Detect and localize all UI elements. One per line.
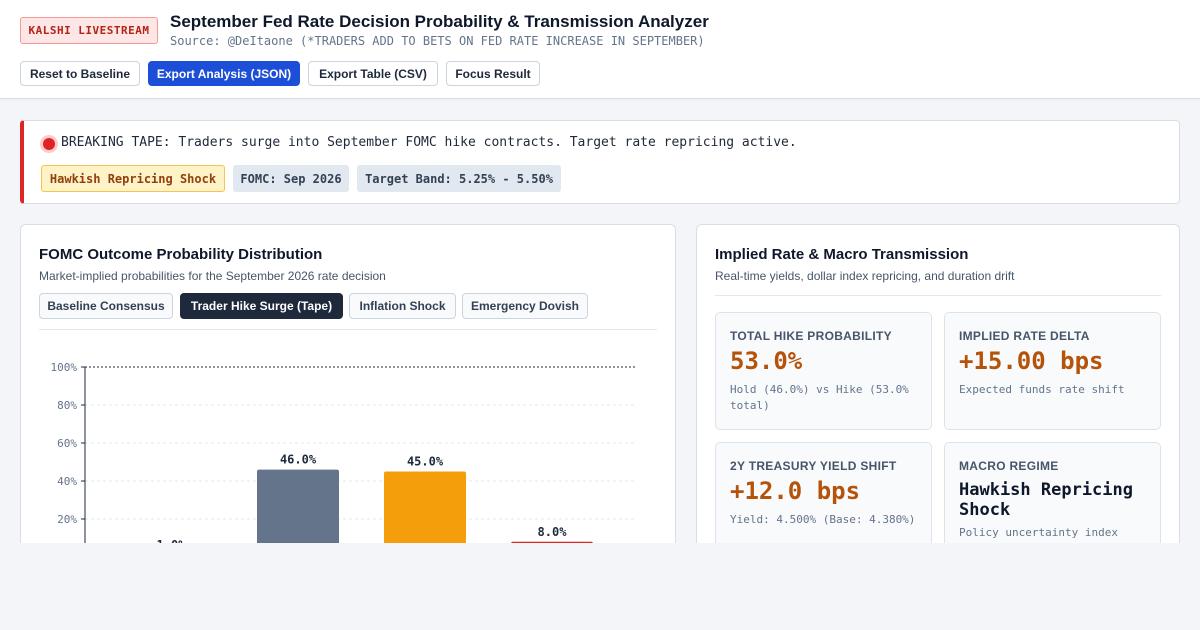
rate-delta-metric: IMPLIED RATE DELTA +15.00 bps Expected f… — [944, 312, 1161, 430]
scenario-tab-inflation-shock[interactable]: Inflation Shock — [349, 293, 456, 319]
transmission-title: Implied Rate & Macro Transmission — [715, 246, 969, 263]
tape-headline: BREAKING TAPE: Traders surge into Septem… — [61, 135, 797, 150]
divider — [39, 329, 657, 330]
metric-label: TOTAL HIKE PROBABILITY — [730, 329, 892, 343]
probability-bar-chart: 20%40%60%80%100%1.0%46.0%45.0%8.0% — [51, 361, 637, 553]
bar — [257, 469, 339, 553]
metric-value: +15.00 bps — [959, 347, 1104, 375]
metric-note: Policy uncertainty index — [959, 526, 1118, 539]
scenario-tab-baseline[interactable]: Baseline Consensus — [39, 293, 173, 319]
scenario-tab-hike-surge[interactable]: Trader Hike Surge (Tape) — [180, 293, 343, 319]
metric-note: Hold (46.0%) vs Hike (53.0% total) — [730, 383, 909, 412]
macro-transmission-card: Implied Rate & Macro Transmission Real-t… — [696, 224, 1180, 554]
bar-value-label: 45.0% — [407, 455, 444, 469]
divider — [715, 295, 1161, 296]
metric-note: Expected funds rate shift — [959, 383, 1125, 396]
breaking-tape-banner: BREAKING TAPE: Traders surge into Septem… — [20, 120, 1180, 204]
metric-value: 53.0% — [730, 347, 803, 375]
y-tick-label: 60% — [57, 437, 77, 450]
target-band-chip: Target Band: 5.25% - 5.50% — [357, 165, 561, 192]
source-line: Source: @DeItaone (*TRADERS ADD TO BETS … — [170, 34, 705, 48]
regime-chip: Hawkish Repricing Shock — [41, 165, 225, 192]
metric-label: MACRO REGIME — [959, 459, 1059, 473]
distribution-title: FOMC Outcome Probability Distribution — [39, 246, 323, 263]
fomc-chip: FOMC: Sep 2026 — [233, 165, 349, 192]
export-csv-button[interactable]: Export Table (CSV) — [308, 61, 438, 86]
scenario-tab-emergency-dovish[interactable]: Emergency Dovish — [462, 293, 588, 319]
y-tick-label: 40% — [57, 475, 77, 488]
metric-note: Yield: 4.500% (Base: 4.380%) — [730, 513, 916, 526]
y-tick-label: 100% — [51, 361, 78, 374]
probability-distribution-card: FOMC Outcome Probability Distribution Ma… — [20, 224, 676, 554]
livestream-badge: KALSHI LIVESTREAM — [20, 17, 158, 44]
macro-regime-metric: MACRO REGIME Hawkish Repricing Shock Pol… — [944, 442, 1161, 553]
reset-baseline-button[interactable]: Reset to Baseline — [20, 61, 140, 86]
bar-value-label: 8.0% — [538, 525, 568, 539]
viewport-bottom-area — [0, 543, 1200, 630]
metric-value: +12.0 bps — [730, 477, 861, 505]
export-json-button[interactable]: Export Analysis (JSON) — [148, 61, 300, 86]
bar — [384, 471, 466, 553]
metric-label: IMPLIED RATE DELTA — [959, 329, 1090, 343]
hike-probability-metric: TOTAL HIKE PROBABILITY 53.0% Hold (46.0%… — [715, 312, 932, 430]
metric-label: 2Y TREASURY YIELD SHIFT — [730, 459, 897, 473]
regime-value: Hawkish Repricing Shock — [959, 480, 1133, 520]
app-header: KALSHI LIVESTREAM September Fed Rate Dec… — [0, 0, 1200, 99]
y-tick-label: 20% — [57, 513, 77, 526]
transmission-subtitle: Real-time yields, dollar index repricing… — [715, 269, 1015, 283]
page-title: September Fed Rate Decision Probability … — [170, 12, 709, 31]
yield-shift-metric: 2Y TREASURY YIELD SHIFT +12.0 bps Yield:… — [715, 442, 932, 553]
y-tick-label: 80% — [57, 399, 77, 412]
bar-value-label: 46.0% — [280, 453, 317, 467]
live-dot-icon — [43, 138, 55, 150]
distribution-subtitle: Market-implied probabilities for the Sep… — [39, 269, 386, 283]
focus-result-button[interactable]: Focus Result — [446, 61, 540, 86]
